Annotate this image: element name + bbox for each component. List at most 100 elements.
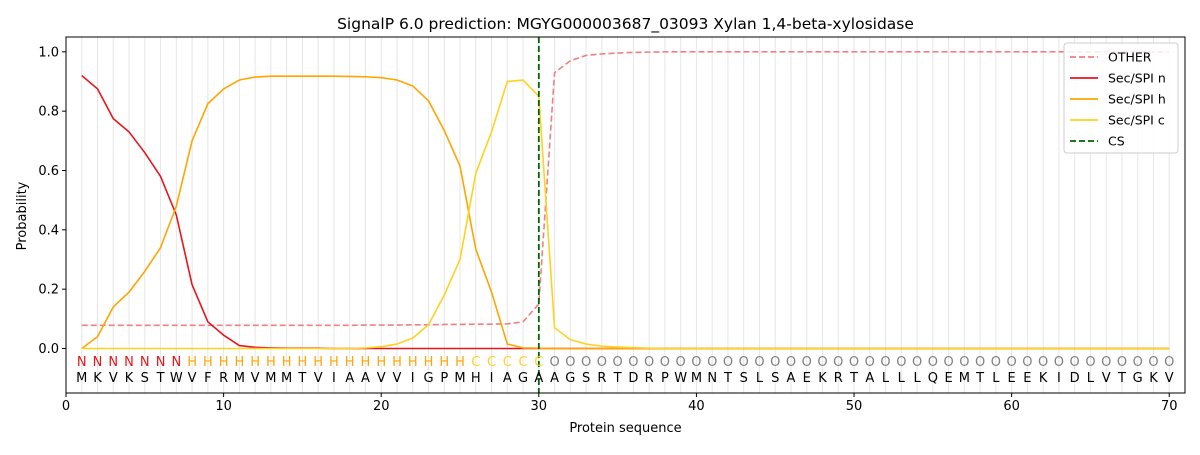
region-label: O (865, 355, 875, 370)
region-label: H (282, 355, 292, 370)
x-axis-label: Protein sequence (569, 421, 681, 436)
region-label: O (723, 355, 733, 370)
chart-title: SignalP 6.0 prediction: MGYG000003687_03… (337, 15, 914, 34)
region-label: C (487, 355, 496, 370)
legend-label-sec-spi-h: Sec/SPI h (1108, 92, 1166, 107)
region-label: C (534, 355, 543, 370)
region-label: H (187, 355, 197, 370)
region-label: O (549, 355, 559, 370)
residue-letter: A (550, 371, 559, 386)
region-label: O (786, 355, 796, 370)
series-line-other (81, 51, 1170, 327)
residue-letter: V (377, 371, 386, 386)
region-label: H (203, 355, 213, 370)
x-tick-label: 10 (215, 399, 232, 414)
residue-letter: K (1039, 371, 1048, 386)
region-label: O (613, 355, 623, 370)
region-label: O (676, 355, 686, 370)
residue-letter: L (992, 371, 1000, 386)
residue-letter: W (170, 371, 183, 386)
residue-letter: R (219, 371, 228, 386)
residue-letter: V (1102, 371, 1111, 386)
residue-letter: M (959, 371, 970, 386)
region-label: O (802, 355, 812, 370)
region-label: O (817, 355, 827, 370)
x-tick-label: 40 (688, 399, 705, 414)
residue-letter: G (565, 371, 575, 386)
region-label: O (991, 355, 1001, 370)
region-label: C (471, 355, 480, 370)
y-tick-label: 0.4 (38, 223, 59, 238)
region-label: H (329, 355, 339, 370)
y-tick-label: 0.0 (38, 342, 59, 357)
residue-letter: P (661, 371, 669, 386)
plot-frame (65, 36, 1186, 394)
series-line-sec-spi-c (81, 79, 1170, 350)
region-label: H (250, 355, 260, 370)
region-label: O (1054, 355, 1064, 370)
region-label: O (644, 355, 654, 370)
residue-letter: G (1133, 371, 1143, 386)
region-label: O (597, 355, 607, 370)
residue-letter: Q (928, 371, 938, 386)
residue-letter: A (503, 371, 512, 386)
residue-letter: T (156, 371, 165, 386)
residue-letter: V (109, 371, 118, 386)
region-label: N (77, 355, 87, 370)
residue-letter: K (1149, 371, 1158, 386)
region-label: H (392, 355, 402, 370)
region-label: O (1164, 355, 1174, 370)
region-label: H (313, 355, 323, 370)
region-label: O (1117, 355, 1127, 370)
residue-letter: L (913, 371, 921, 386)
residue-letter: T (297, 371, 306, 386)
region-label: O (660, 355, 670, 370)
series-layer (81, 37, 1170, 393)
region-label: H (408, 355, 418, 370)
region-label: O (707, 355, 717, 370)
legend-label-other: OTHER (1108, 50, 1152, 65)
region-label: N (156, 355, 166, 370)
region-label: O (849, 355, 859, 370)
region-label: H (234, 355, 244, 370)
y-tick-label: 1.0 (38, 45, 59, 60)
residue-letter: E (1023, 371, 1031, 386)
region-label: O (1007, 355, 1017, 370)
residue-letter: M (454, 371, 465, 386)
residue-letter: R (834, 371, 843, 386)
residue-letter: K (125, 371, 134, 386)
residue-letter: G (518, 371, 528, 386)
region-label: O (565, 355, 575, 370)
residue-letter: I (490, 371, 494, 386)
region-label: O (1133, 355, 1143, 370)
residue-letter: S (582, 371, 590, 386)
region-label: O (959, 355, 969, 370)
region-label: H (376, 355, 386, 370)
region-label: H (219, 355, 229, 370)
residue-letter: V (188, 371, 197, 386)
legend-box (1063, 42, 1179, 154)
region-label: H (298, 355, 308, 370)
region-label: O (691, 355, 701, 370)
residue-letter: R (645, 371, 654, 386)
region-label: H (345, 355, 355, 370)
region-label: N (124, 355, 134, 370)
y-tick-label: 0.6 (38, 164, 59, 179)
legend: OTHER Sec/SPI n Sec/SPI h Sec/SPI c CS (1063, 42, 1179, 154)
legend-label-sec-spi-c: Sec/SPI c (1108, 113, 1165, 128)
x-tick-label: 30 (531, 399, 548, 414)
residue-letter: L (882, 371, 890, 386)
residue-letter: E (944, 371, 952, 386)
residue-letter: L (898, 371, 906, 386)
legend-label-sec-spi-n: Sec/SPI n (1108, 71, 1166, 86)
region-label: O (770, 355, 780, 370)
residue-letter: T (723, 371, 732, 386)
residue-letter: D (1070, 371, 1080, 386)
residue-letter: A (865, 371, 874, 386)
residue-letter: V (393, 371, 402, 386)
region-label: O (912, 355, 922, 370)
residue-letter: V (251, 371, 260, 386)
